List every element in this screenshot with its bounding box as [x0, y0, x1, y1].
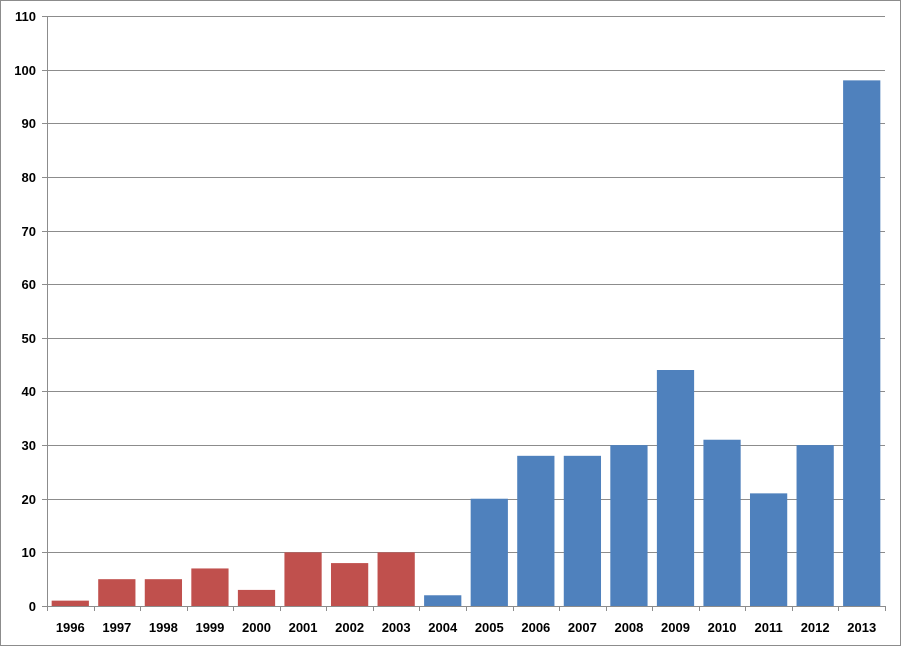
bars — [51, 80, 881, 607]
x-tick-label: 2001 — [289, 620, 318, 635]
bar — [656, 370, 695, 606]
y-tick-label: 10 — [22, 545, 36, 560]
gridlines — [47, 16, 885, 553]
y-tick-label: 60 — [22, 277, 36, 292]
x-tick-label: 2002 — [335, 620, 364, 635]
bar — [517, 455, 555, 606]
x-tick-label: 2004 — [428, 620, 458, 635]
x-tick-label: 2009 — [661, 620, 690, 635]
bar — [843, 80, 881, 607]
bar — [563, 455, 602, 606]
bar — [284, 552, 322, 606]
x-tick-label: 1996 — [56, 620, 85, 635]
bar — [377, 552, 415, 606]
x-tick-label: 2011 — [755, 620, 783, 635]
y-tick-label: 110 — [15, 9, 36, 24]
y-tick-label: 90 — [22, 116, 36, 131]
x-tick-label: 1997 — [102, 620, 131, 635]
bar — [796, 445, 834, 606]
y-tick-label: 40 — [22, 384, 36, 399]
x-tick-label: 2005 — [475, 620, 504, 635]
bar — [749, 493, 788, 606]
bar — [610, 445, 648, 606]
bar — [191, 568, 229, 606]
bar — [330, 563, 369, 606]
y-tick-label: 0 — [29, 599, 36, 614]
x-tick-label: 2007 — [568, 620, 597, 635]
bar — [237, 589, 276, 606]
x-tick-label: 2012 — [801, 620, 830, 635]
bar — [703, 439, 741, 606]
y-tick-label: 50 — [22, 331, 36, 346]
y-tick-label: 100 — [14, 63, 36, 78]
x-tick-label: 1999 — [195, 620, 224, 635]
x-tick-label: 2013 — [847, 620, 876, 635]
x-tick-label: 2000 — [242, 620, 271, 635]
bar — [424, 595, 462, 606]
y-tick-label: 80 — [22, 170, 36, 185]
bar — [98, 579, 136, 606]
bar — [51, 600, 89, 606]
x-tick-label: 2010 — [708, 620, 737, 635]
x-tick-label: 2006 — [521, 620, 550, 635]
y-tick-label: 70 — [22, 224, 36, 239]
x-tick-label: 2008 — [614, 620, 643, 635]
bar — [470, 498, 508, 606]
y-tick-label: 30 — [22, 438, 36, 453]
x-tick-label: 1998 — [149, 620, 178, 635]
y-axis: 0 10 20 30 40 50 60 70 80 90 100 110 — [14, 9, 48, 614]
y-tick-label: 20 — [22, 492, 36, 507]
bar — [144, 579, 183, 606]
x-axis: 1996 1997 1998 1999 2000 2001 2002 2003 2004 2005… — [47, 606, 886, 635]
x-tick-label: 2003 — [382, 620, 411, 635]
